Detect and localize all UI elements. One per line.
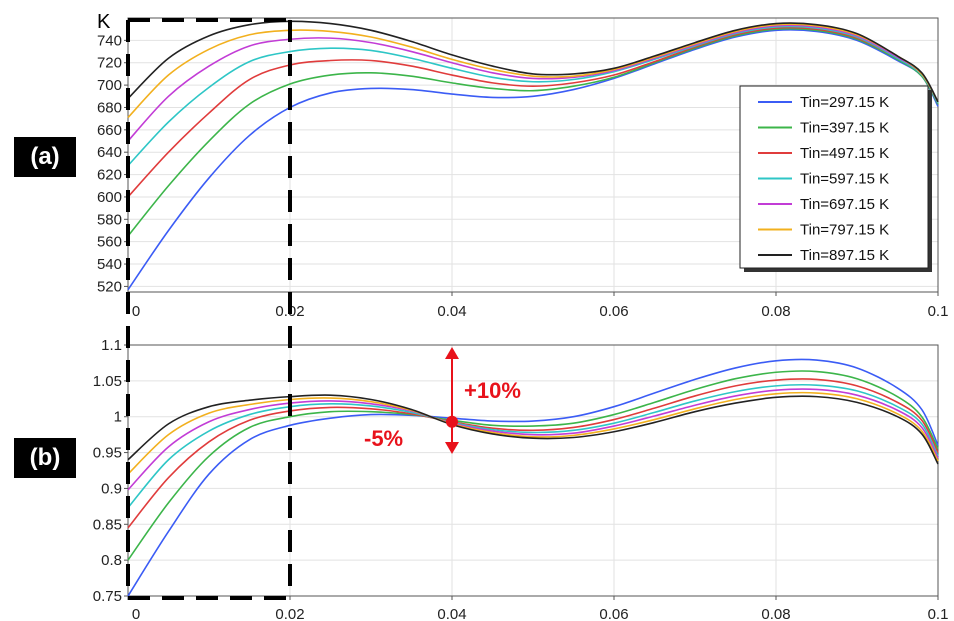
y-tick-label-10: 720	[97, 55, 122, 72]
y-tick-label-2: 560	[97, 234, 122, 251]
y-tick-label-1: 0.8	[101, 552, 122, 569]
y-tick-label-4: 600	[97, 189, 122, 206]
legend-label-6: Tin=897.15 K	[800, 247, 889, 264]
legend-label-2: Tin=497.15 K	[800, 145, 889, 162]
y-tick-label-0: 0.75	[93, 588, 122, 605]
y-tick-label-3: 580	[97, 211, 122, 228]
y-tick-label-9: 700	[97, 77, 122, 94]
series-line-1-3	[127, 383, 939, 509]
annotation-minus: -5%	[364, 426, 403, 451]
y-tick-label-1: 540	[97, 256, 122, 273]
y-tick-label-5: 620	[97, 167, 122, 184]
x-tick-label-0: 0	[132, 303, 140, 320]
series-line-0-4	[127, 24, 939, 142]
legend-label-5: Tin=797.15 K	[800, 222, 889, 239]
x-tick-label-3: 0.06	[599, 303, 628, 320]
overlay	[126, 18, 292, 600]
y-tick-label-2: 0.85	[93, 516, 122, 533]
annotation-plus: +10%	[464, 378, 521, 403]
series-line-1-2	[127, 378, 939, 529]
y-tick-label-6: 1.05	[93, 373, 122, 390]
y-axis-unit: K	[97, 11, 111, 33]
series-line-0-0	[127, 29, 939, 291]
x-tick-label-5: 0.1	[928, 606, 949, 621]
x-tick-label-3: 0.06	[599, 606, 628, 621]
y-tick-label-7: 660	[97, 122, 122, 139]
y-tick-label-11: 740	[97, 32, 122, 49]
panel-label-b: (b)	[14, 438, 76, 478]
range-arrow-down	[445, 442, 459, 454]
y-tick-label-8: 680	[97, 99, 122, 116]
series-line-0-3	[127, 25, 939, 167]
series-line-1-1	[127, 370, 939, 561]
legend-label-3: Tin=597.15 K	[800, 171, 889, 188]
chart-a: 520 540 560 580 600 620 640 660 680 700 720 740 0 0.0…	[97, 11, 948, 320]
series-line-1-6	[127, 394, 939, 465]
x-tick-label-1: 0.02	[275, 606, 304, 621]
range-arrow-up	[445, 347, 459, 359]
chart-b: 0.75 0.8 0.85 0.9 0.95 1 1.05 1.1 0 0.02 0.04 0.06 0…	[93, 337, 949, 621]
y-tick-label-7: 1.1	[101, 337, 122, 354]
x-tick-label-4: 0.08	[761, 606, 790, 621]
y-tick-label-0: 520	[97, 278, 122, 295]
x-tick-label-2: 0.04	[437, 303, 466, 320]
series-line-1-5	[127, 391, 939, 475]
y-tick-label-4: 0.95	[93, 445, 122, 462]
series-line-0-2	[127, 26, 939, 198]
y-tick-label-6: 640	[97, 144, 122, 161]
x-tick-label-0: 0	[132, 606, 140, 621]
series-line-0-5	[127, 23, 939, 119]
y-tick-label-3: 0.9	[101, 480, 122, 497]
x-tick-label-2: 0.04	[437, 606, 466, 621]
legend-label-0: Tin=297.15 K	[800, 94, 889, 111]
panel-label-a: (a)	[14, 137, 76, 177]
x-tick-label-5: 0.1	[928, 303, 949, 320]
legend-label-4: Tin=697.15 K	[800, 196, 889, 213]
series-line-0-1	[127, 27, 939, 237]
y-tick-label-5: 1	[114, 409, 122, 426]
series-line-1-0	[127, 358, 939, 597]
legend-box	[739, 85, 929, 269]
x-tick-label-4: 0.08	[761, 303, 790, 320]
reference-dot	[446, 415, 458, 428]
series-line-0-6	[127, 20, 939, 103]
axes-frame	[127, 17, 939, 293]
series-line-1-4	[127, 388, 939, 491]
plot-area	[128, 345, 938, 596]
legend-label-1: Tin=397.15 K	[800, 120, 889, 137]
